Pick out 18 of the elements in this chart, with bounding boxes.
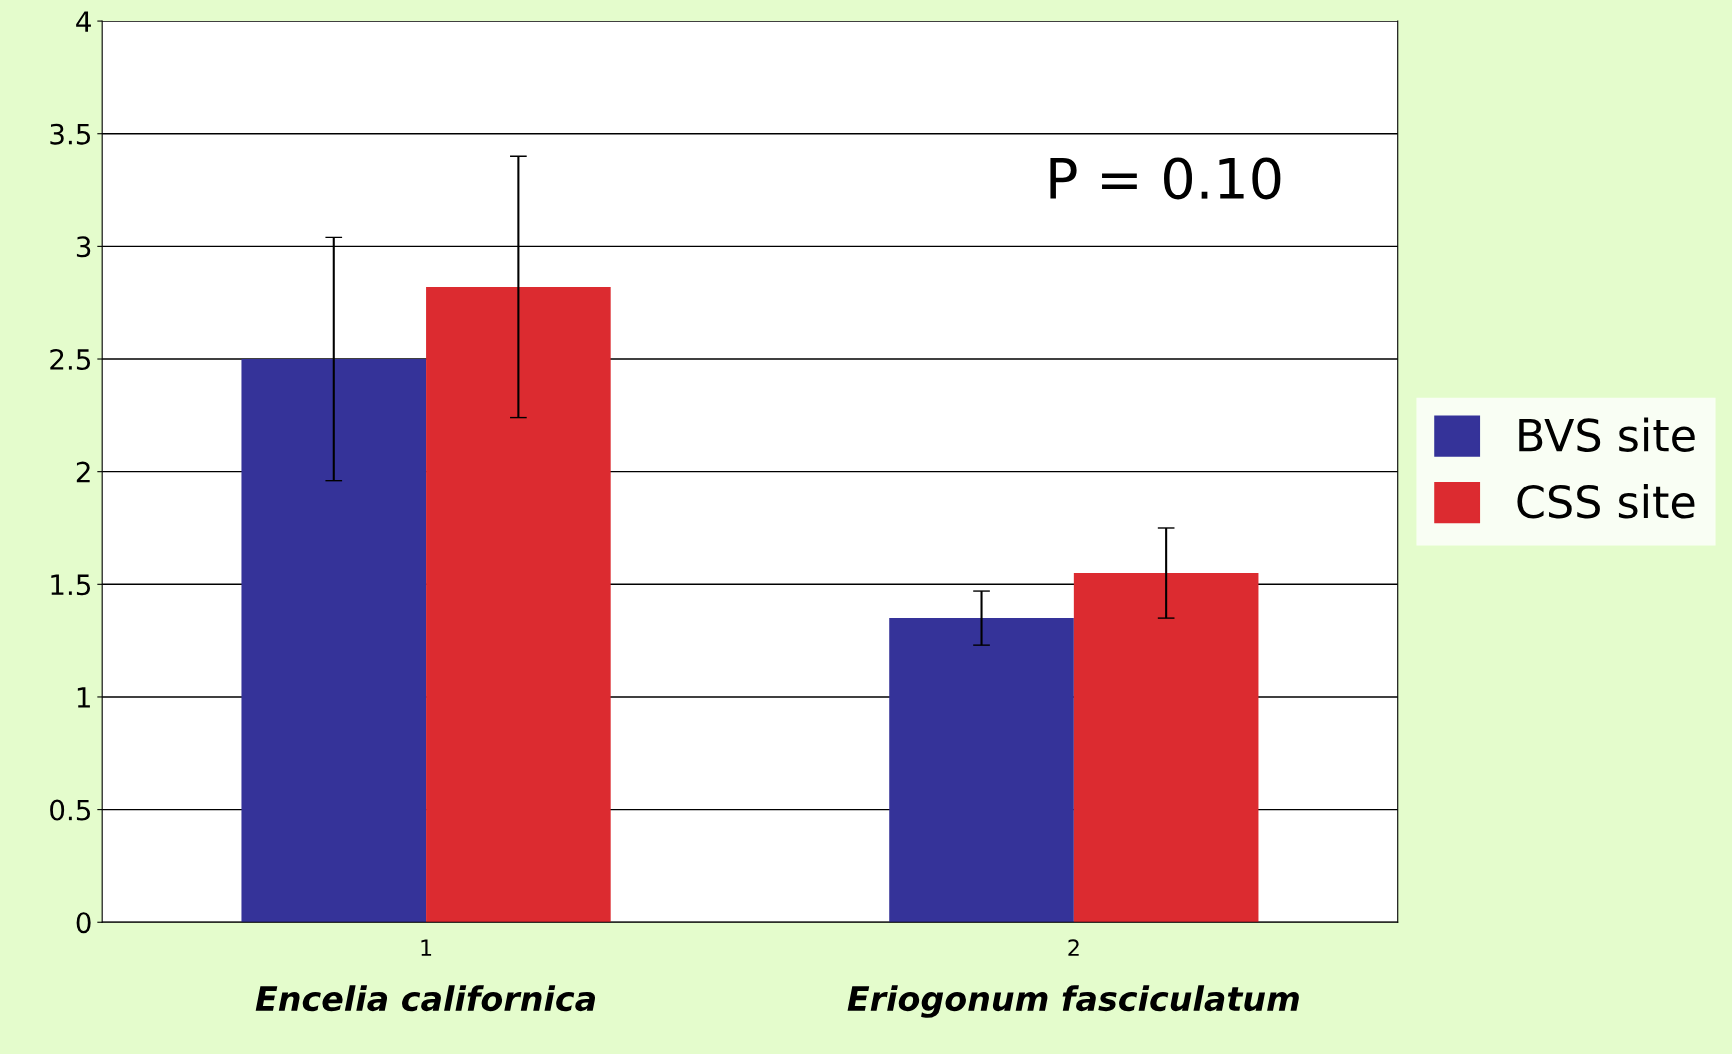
y-tick-label: 3	[76, 236, 91, 258]
legend-label: BVS site	[1519, 417, 1695, 452]
y-tick-label: 2.5	[50, 348, 91, 370]
text: Eriogonum fasciculatum	[847, 985, 1299, 1018]
y-tick-label: 0	[76, 912, 91, 934]
y-tick-label: 1	[77, 687, 90, 708]
y-tick-label: 3.5	[50, 123, 91, 145]
bar	[1073, 573, 1259, 923]
y-tick-label: 2	[76, 461, 90, 483]
bar	[889, 618, 1074, 923]
text: Encelia californica	[255, 985, 596, 1012]
annotation: P = 0.10	[1050, 157, 1281, 200]
bar	[426, 286, 611, 923]
y-tick-label: 0.5	[50, 799, 91, 821]
bar	[241, 359, 427, 923]
legend-label: CSS site	[1517, 484, 1695, 519]
y-tick-label: 4	[76, 11, 91, 32]
y-tick-label: 1.5	[51, 574, 91, 596]
